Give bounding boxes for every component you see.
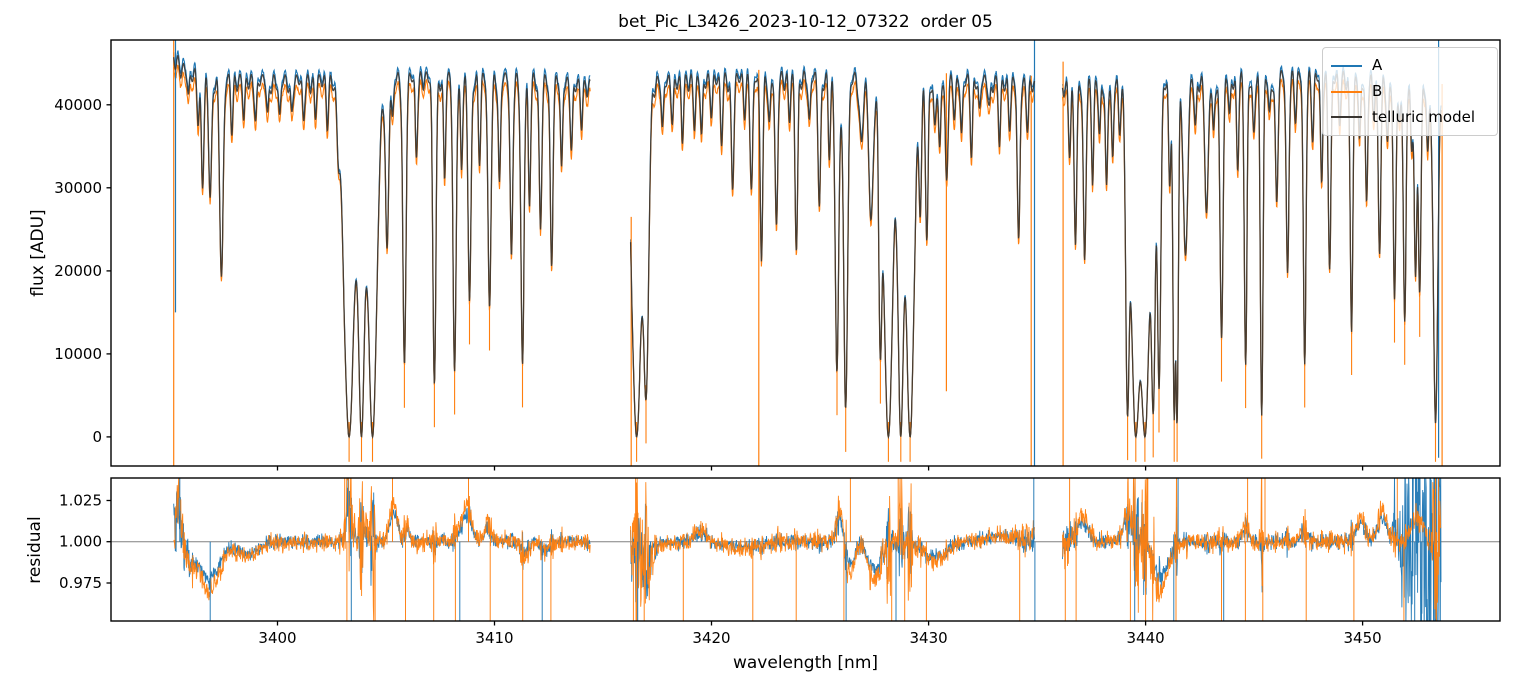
residual-tick-label: 1.000 [59, 533, 102, 551]
legend-line-sample [1331, 64, 1362, 67]
flux-tick-label: 0 [92, 428, 102, 446]
flux-tick-label: 20000 [54, 262, 102, 280]
chart-title: bet_Pic_L3426_2023-10-12_07322 order 05 [618, 12, 993, 32]
legend-label: A [1372, 56, 1383, 75]
legend-line-sample [1331, 116, 1362, 119]
x-tick-label: 3410 [475, 629, 513, 647]
legend-item: B [1331, 79, 1489, 105]
residual-tick-label: 1.025 [59, 492, 102, 510]
legend-label: B [1372, 82, 1383, 100]
flux-series-A [630, 64, 1036, 439]
x-tick-label: 3420 [692, 629, 730, 647]
flux-tick-label: 30000 [54, 179, 102, 197]
flux-series-B [630, 78, 1036, 439]
x-tick-label: 3440 [1127, 629, 1165, 647]
residual-series-B [1062, 478, 1442, 621]
legend-label: telluric model [1372, 107, 1476, 126]
residual-series-B [173, 478, 591, 621]
flux-series-telluric-model [1061, 69, 1442, 439]
flux-tick-label: 10000 [54, 345, 102, 363]
residual-series-A [173, 478, 591, 590]
residual-series-A [630, 503, 1035, 603]
legend-item: telluric model [1331, 104, 1489, 130]
residual-tick-label: 0.975 [59, 574, 102, 592]
x-tick-label: 3430 [910, 629, 948, 647]
flux-axis-label: flux [ADU] [28, 209, 48, 297]
residual-panel-border [110, 477, 1501, 622]
x-tick-label: 3400 [258, 629, 296, 647]
x-tick-label: 3450 [1344, 629, 1382, 647]
flux-series-telluric-model [629, 69, 1036, 440]
residual-axis-label: residual [25, 516, 45, 584]
residual-series-B [630, 478, 1035, 621]
wavelength-axis-label: wavelength [nm] [732, 653, 879, 673]
flux-tick-label: 40000 [54, 96, 102, 114]
flux-panel-border [110, 39, 1501, 467]
legend-item: A [1331, 53, 1489, 79]
legend-line-sample [1331, 90, 1362, 93]
flux-series-telluric-model [173, 55, 591, 440]
